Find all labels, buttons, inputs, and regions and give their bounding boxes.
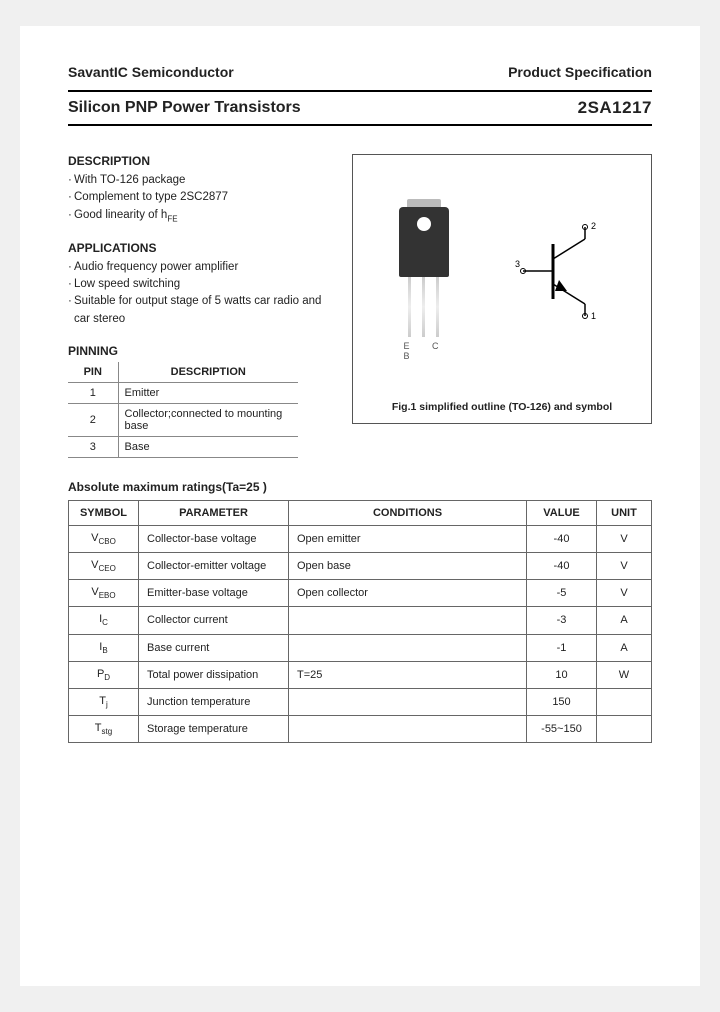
symbol-cell: VCBO bbox=[69, 525, 139, 552]
value-cell: -1 bbox=[527, 634, 597, 661]
desc-item: Complement to type 2SC2877 bbox=[68, 189, 338, 206]
value-cell: -3 bbox=[527, 607, 597, 634]
description-heading: DESCRIPTION bbox=[68, 154, 338, 168]
svg-text:3: 3 bbox=[515, 259, 520, 269]
value-cell: -40 bbox=[527, 525, 597, 552]
unit-cell: A bbox=[597, 607, 652, 634]
table-row: 1 Emitter bbox=[68, 382, 298, 403]
part-number: 2SA1217 bbox=[578, 98, 652, 118]
param-cell: Collector-base voltage bbox=[139, 525, 289, 552]
app-item: Audio frequency power amplifier bbox=[68, 259, 338, 276]
pin-col-header: DESCRIPTION bbox=[118, 362, 298, 383]
table-row: 3 Base bbox=[68, 436, 298, 457]
table-row: ICCollector current -3A bbox=[69, 607, 652, 634]
pin-num: 1 bbox=[68, 382, 118, 403]
figure-content: E C B 2 1 3 bbox=[353, 155, 651, 393]
company-name: SavantIC Semiconductor bbox=[68, 64, 234, 80]
table-row: PDTotal power dissipationT=2510W bbox=[69, 661, 652, 688]
package-pin-labels: E C B bbox=[404, 341, 456, 361]
param-cell: Collector current bbox=[139, 607, 289, 634]
package-outline-icon: E C B bbox=[392, 199, 456, 349]
product-title: Silicon PNP Power Transistors bbox=[68, 99, 301, 117]
table-row: IBBase current -1A bbox=[69, 634, 652, 661]
value-cell: 150 bbox=[527, 688, 597, 715]
param-cell: Total power dissipation bbox=[139, 661, 289, 688]
unit-cell: A bbox=[597, 634, 652, 661]
pin-col-header: PIN bbox=[68, 362, 118, 383]
figure-caption: Fig.1 simplified outline (TO-126) and sy… bbox=[353, 393, 651, 423]
unit-cell: V bbox=[597, 580, 652, 607]
table-row: VCBOCollector-base voltageOpen emitter-4… bbox=[69, 525, 652, 552]
pin-desc: Base bbox=[118, 436, 298, 457]
symbol-cell: VEBO bbox=[69, 580, 139, 607]
desc-item: With TO-126 package bbox=[68, 172, 338, 189]
symbol-cell: VCEO bbox=[69, 552, 139, 579]
cond-cell: Open base bbox=[289, 552, 527, 579]
unit-cell bbox=[597, 688, 652, 715]
pin-desc: Emitter bbox=[118, 382, 298, 403]
cond-cell: Open collector bbox=[289, 580, 527, 607]
value-cell: -55~150 bbox=[527, 716, 597, 743]
description-list: With TO-126 package Complement to type 2… bbox=[68, 172, 338, 225]
unit-cell bbox=[597, 716, 652, 743]
cond-cell bbox=[289, 634, 527, 661]
unit-cell: V bbox=[597, 552, 652, 579]
param-cell: Emitter-base voltage bbox=[139, 580, 289, 607]
text-column: DESCRIPTION With TO-126 package Compleme… bbox=[68, 154, 338, 458]
page-header: SavantIC Semiconductor Product Specifica… bbox=[68, 64, 652, 80]
table-row: 2 Collector;connected to mounting base bbox=[68, 403, 298, 436]
cond-cell bbox=[289, 607, 527, 634]
col-header: PARAMETER bbox=[139, 500, 289, 525]
svg-text:2: 2 bbox=[591, 221, 596, 231]
param-cell: Base current bbox=[139, 634, 289, 661]
ratings-heading: Absolute maximum ratings(Ta=25 ) bbox=[68, 480, 652, 494]
value-cell: -40 bbox=[527, 552, 597, 579]
app-item: Low speed switching bbox=[68, 276, 338, 293]
app-item: Suitable for output stage of 5 watts car… bbox=[68, 293, 338, 328]
title-bar: Silicon PNP Power Transistors 2SA1217 bbox=[68, 90, 652, 126]
cond-cell bbox=[289, 688, 527, 715]
symbol-cell: PD bbox=[69, 661, 139, 688]
applications-heading: APPLICATIONS bbox=[68, 241, 338, 255]
col-header: CONDITIONS bbox=[289, 500, 527, 525]
col-header: UNIT bbox=[597, 500, 652, 525]
figure-box: E C B 2 1 3 Fig.1 si bbox=[352, 154, 652, 424]
table-row: VCEOCollector-emitter voltageOpen base-4… bbox=[69, 552, 652, 579]
datasheet-page: SavantIC Semiconductor Product Specifica… bbox=[20, 26, 700, 986]
value-cell: -5 bbox=[527, 580, 597, 607]
unit-cell: W bbox=[597, 661, 652, 688]
table-row: VEBOEmitter-base voltageOpen collector-5… bbox=[69, 580, 652, 607]
pin-num: 2 bbox=[68, 403, 118, 436]
table-row: TjJunction temperature 150 bbox=[69, 688, 652, 715]
symbol-cell: IB bbox=[69, 634, 139, 661]
transistor-symbol-icon: 2 1 3 bbox=[513, 219, 613, 329]
symbol-cell: Tstg bbox=[69, 716, 139, 743]
pinning-table: PIN DESCRIPTION 1 Emitter 2 Collector;co… bbox=[68, 362, 298, 458]
symbol-cell: IC bbox=[69, 607, 139, 634]
ratings-table: SYMBOL PARAMETER CONDITIONS VALUE UNIT V… bbox=[68, 500, 652, 744]
param-cell: Storage temperature bbox=[139, 716, 289, 743]
param-cell: Junction temperature bbox=[139, 688, 289, 715]
cond-cell: Open emitter bbox=[289, 525, 527, 552]
pinning-heading: PINNING bbox=[68, 344, 338, 358]
pin-desc: Collector;connected to mounting base bbox=[118, 403, 298, 436]
doc-type: Product Specification bbox=[508, 64, 652, 80]
value-cell: 10 bbox=[527, 661, 597, 688]
col-header: VALUE bbox=[527, 500, 597, 525]
cond-cell bbox=[289, 716, 527, 743]
table-row: TstgStorage temperature -55~150 bbox=[69, 716, 652, 743]
applications-list: Audio frequency power amplifier Low spee… bbox=[68, 259, 338, 328]
pin-num: 3 bbox=[68, 436, 118, 457]
desc-item: Good linearity of hFE bbox=[68, 207, 338, 225]
symbol-cell: Tj bbox=[69, 688, 139, 715]
param-cell: Collector-emitter voltage bbox=[139, 552, 289, 579]
unit-cell: V bbox=[597, 525, 652, 552]
col-header: SYMBOL bbox=[69, 500, 139, 525]
cond-cell: T=25 bbox=[289, 661, 527, 688]
svg-text:1: 1 bbox=[591, 311, 596, 321]
upper-columns: DESCRIPTION With TO-126 package Compleme… bbox=[68, 154, 652, 458]
